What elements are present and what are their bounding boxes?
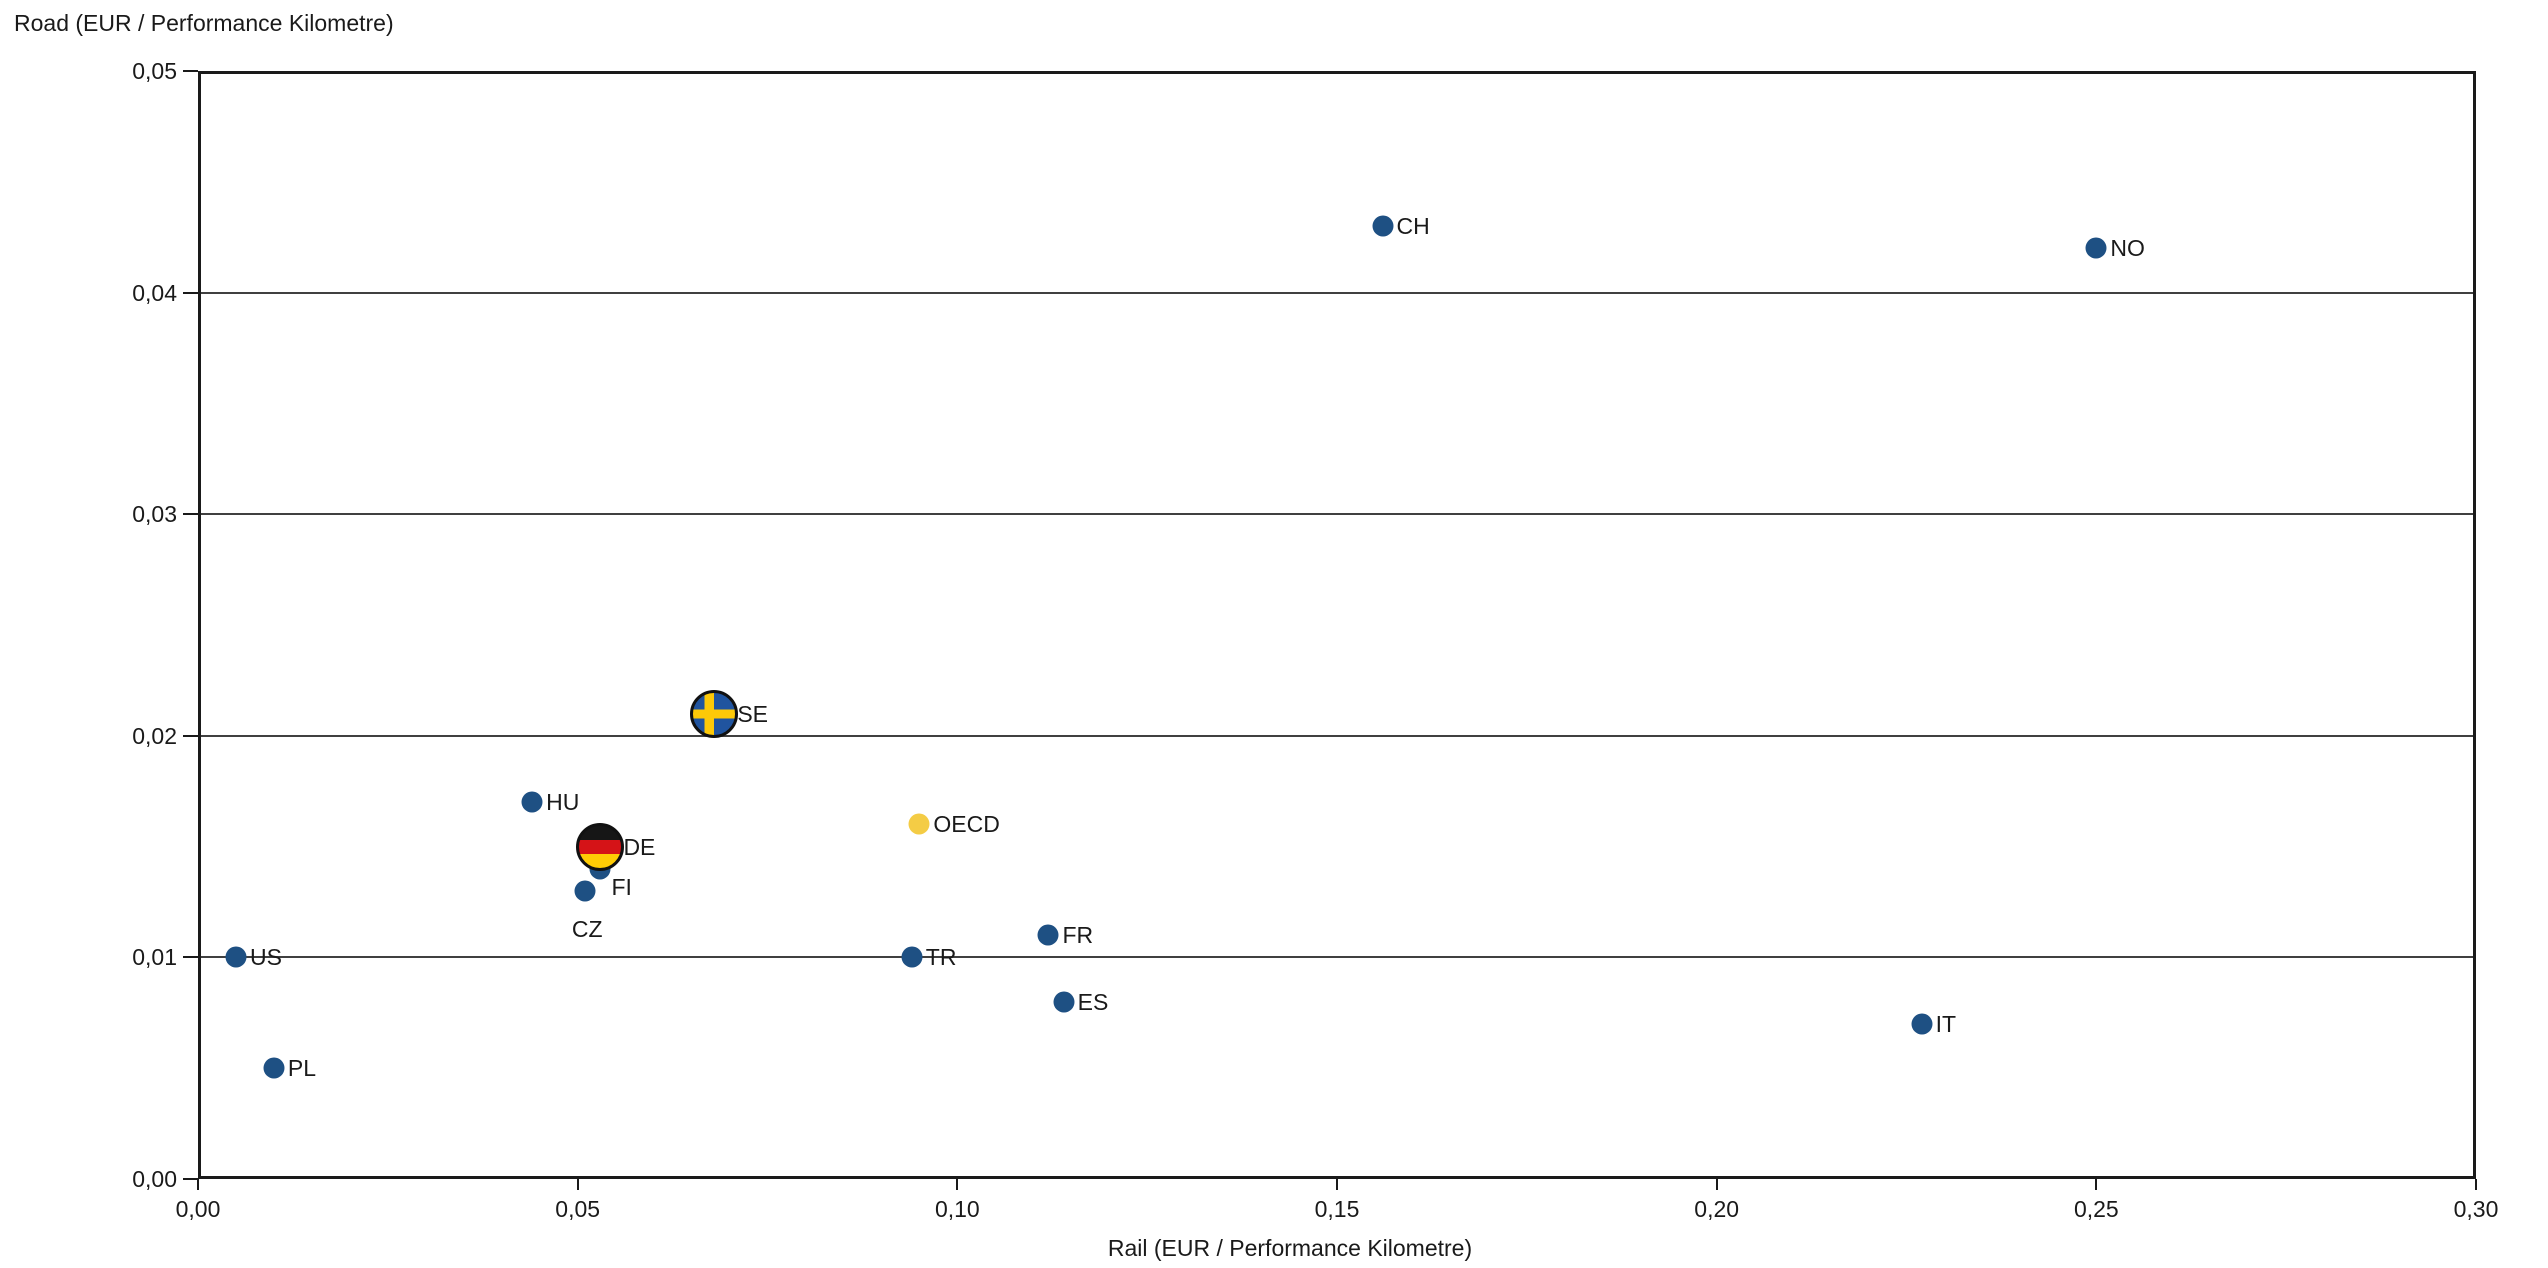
data-point-de-germany-flag-icon (576, 822, 625, 871)
data-point-label-cz: CZ (571, 915, 603, 942)
y-tick-label: 0,01 (132, 944, 177, 971)
data-point-us (225, 946, 247, 968)
y-axis-tick (183, 70, 198, 72)
data-point-es (1053, 991, 1075, 1013)
data-point-oecd (908, 813, 930, 835)
y-tick-label: 0,02 (132, 722, 177, 749)
y-tick-label: 0,00 (132, 1166, 177, 1192)
x-tick-label: 0,25 (2073, 1196, 2119, 1222)
data-point-label-hu: HU (546, 789, 580, 816)
x-tick-label: 0,05 (555, 1196, 601, 1222)
data-point-fr (1037, 924, 1059, 946)
y-tick-label: 0,04 (132, 279, 177, 306)
data-point-label-no: NO (2110, 235, 2145, 262)
data-point-label-it: IT (1935, 1010, 1957, 1037)
x-tick-label: 0,15 (1314, 1196, 1360, 1222)
data-point-label-fr: FR (1062, 922, 1094, 949)
x-tick-label: 0,20 (1694, 1196, 1740, 1222)
data-point-label-oecd: OECD (933, 811, 1000, 838)
data-point-label-de: DE (623, 833, 656, 860)
data-point-tr (901, 946, 923, 968)
x-axis-tick (576, 1179, 579, 1190)
y-gridline (198, 513, 2476, 516)
data-point-label-tr: TR (925, 944, 957, 971)
x-tick-label: 0,30 (2453, 1196, 2499, 1222)
data-point-hu (521, 791, 543, 813)
data-point-label-se: SE (737, 700, 769, 727)
data-point-label-pl: PL (287, 1055, 317, 1082)
data-point-it (1911, 1013, 1933, 1035)
x-axis-tick (1715, 1179, 1718, 1190)
x-axis-title: Rail (EUR / Performance Kilometre) (1107, 1235, 1473, 1261)
data-point-label-ch: CH (1396, 213, 1430, 240)
data-point-pl (263, 1057, 285, 1079)
data-point-se-sweden-flag-icon (690, 689, 739, 738)
y-axis-tick (183, 291, 198, 294)
data-point-cz (574, 880, 596, 902)
y-gridline (198, 734, 2476, 737)
x-axis-tick (1336, 1179, 1338, 1190)
x-tick-label: 0,10 (934, 1196, 980, 1222)
y-tick-label: 0,05 (132, 58, 177, 84)
data-point-label-us: US (249, 944, 282, 971)
x-axis-tick (2095, 1179, 2098, 1190)
data-point-no (2085, 237, 2107, 259)
x-axis-tick (197, 1179, 199, 1190)
y-axis-tick (183, 1178, 198, 1180)
y-gridline (198, 291, 2476, 294)
x-tick-label: 0,00 (175, 1196, 221, 1222)
y-tick-label: 0,03 (132, 501, 177, 528)
y-axis-title: Road (EUR / Performance Kilometre) (14, 10, 394, 36)
data-point-label-fi: FI (611, 873, 632, 900)
data-point-label-es: ES (1077, 988, 1109, 1015)
y-axis-tick (183, 956, 198, 959)
y-gridline (198, 956, 2476, 959)
y-axis-tick (183, 513, 198, 516)
x-axis-tick (2475, 1179, 2477, 1190)
data-point-ch (1372, 215, 1394, 237)
x-axis-tick (956, 1179, 959, 1190)
y-axis-tick (183, 734, 198, 737)
